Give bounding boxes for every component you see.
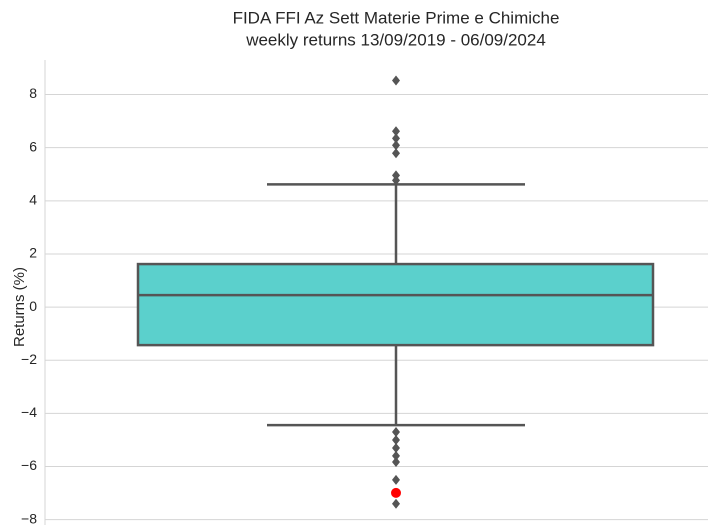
y-tick-label: 0 <box>29 298 37 314</box>
y-tick-label: 8 <box>29 85 37 101</box>
outlier <box>392 140 400 151</box>
y-tick-label: −4 <box>21 404 37 420</box>
chart-title: FIDA FFI Az Sett Materie Prime e Chimich… <box>233 8 560 27</box>
y-tick-label: 4 <box>29 192 37 208</box>
y-tick-label: −2 <box>21 351 37 367</box>
outlier <box>392 498 400 509</box>
box <box>136 262 655 347</box>
outlier <box>392 126 400 137</box>
outlier <box>392 442 400 453</box>
outlier <box>392 427 400 437</box>
y-tick-label: −8 <box>21 510 37 525</box>
outlier <box>392 434 400 445</box>
outlier <box>392 148 400 159</box>
outlier <box>392 457 400 468</box>
chart-subtitle: weekly returns 13/09/2019 - 06/09/2024 <box>245 30 546 49</box>
y-tick-label: 2 <box>29 245 37 261</box>
y-axis-label: Returns (%) <box>11 267 28 347</box>
highlight-point <box>391 487 401 498</box>
y-tick-label: 6 <box>29 138 37 154</box>
outlier <box>392 175 400 186</box>
outlier <box>392 75 400 86</box>
outlier <box>392 170 400 181</box>
y-tick-label: −6 <box>21 457 37 473</box>
outlier <box>392 133 400 144</box>
outlier <box>392 450 400 461</box>
outlier <box>392 474 400 485</box>
